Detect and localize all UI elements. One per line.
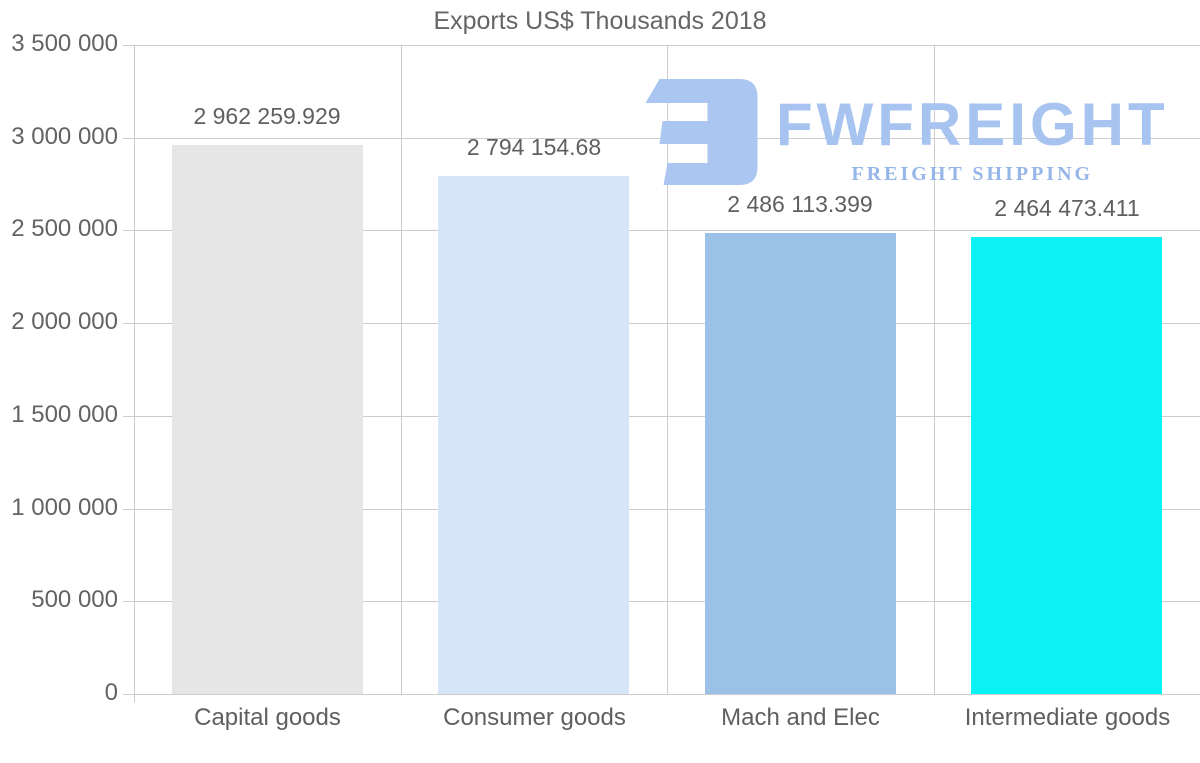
y-axis-tick-label: 0: [104, 679, 118, 706]
y-gridline: [123, 416, 1200, 417]
bar-capital-goods: [172, 145, 363, 694]
fwfreight-logo-icon: [645, 79, 758, 185]
logo-text-block: FWFREIGHT FREIGHT SHIPPING: [776, 95, 1169, 186]
bar-mach-and-elec: [705, 233, 896, 694]
y-axis-line: [134, 45, 135, 702]
y-axis-tick-label: 3 500 000: [11, 30, 118, 57]
x-axis-category-label: Intermediate goods: [964, 704, 1171, 731]
y-gridline: [123, 509, 1200, 510]
bar-consumer-goods: [438, 176, 629, 694]
x-gridline: [667, 45, 668, 694]
x-gridline: [401, 45, 402, 694]
y-axis-tick-label: 1 000 000: [11, 494, 118, 521]
logo-tagline-text: FREIGHT SHIPPING: [851, 163, 1094, 185]
x-axis-category-label: Consumer goods: [443, 704, 626, 731]
y-axis-tick-label: 2 000 000: [11, 308, 118, 335]
x-gridline: [934, 45, 935, 694]
y-gridline: [123, 694, 1200, 695]
logo-brand-text: FWFREIGHT: [776, 91, 1169, 158]
y-axis-tick-label: 500 000: [31, 586, 118, 613]
bar-intermediate-goods: [971, 237, 1162, 694]
bar-value-label: 2 464 473.411: [994, 195, 1140, 221]
fwfreight-watermark: FWFREIGHT FREIGHT SHIPPING: [645, 71, 1169, 186]
y-gridline: [123, 601, 1200, 602]
y-gridline: [123, 323, 1200, 324]
bar-value-label: 2 486 113.399: [727, 191, 873, 217]
x-axis-category-label: Mach and Elec: [721, 704, 880, 731]
x-axis-category-label: Capital goods: [194, 704, 341, 731]
y-gridline: [123, 230, 1200, 231]
y-gridline: [123, 45, 1200, 46]
y-axis-tick-label: 1 500 000: [11, 401, 118, 428]
y-axis-tick-label: 2 500 000: [11, 215, 118, 242]
y-axis-tick-label: 3 000 000: [11, 123, 118, 150]
chart-title: Exports US$ Thousands 2018: [433, 7, 767, 35]
bar-value-label: 2 962 259.929: [193, 103, 341, 129]
bar-value-label: 2 794 154.68: [466, 134, 602, 160]
